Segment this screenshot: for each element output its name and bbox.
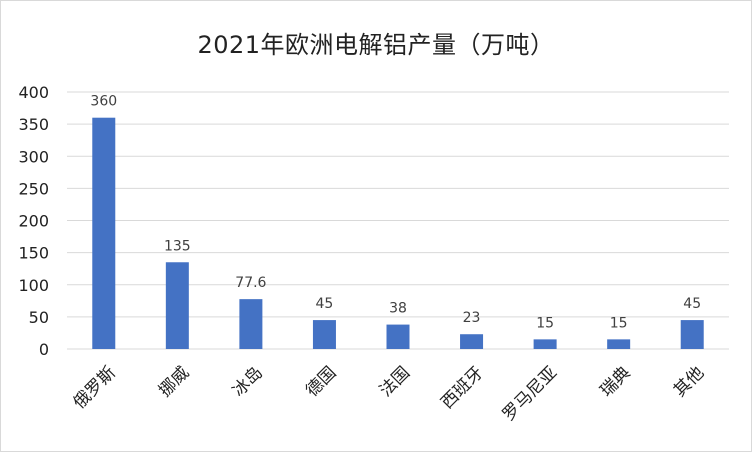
- x-tick-label: 德国: [302, 363, 340, 401]
- data-label: 135: [164, 238, 191, 254]
- y-tick-label: 0: [39, 340, 49, 359]
- bar: [680, 320, 704, 349]
- data-label: 45: [316, 296, 334, 312]
- bar: [312, 320, 336, 349]
- data-label: 77.6: [235, 275, 266, 291]
- y-tick-label: 200: [18, 212, 49, 231]
- bar: [607, 339, 631, 349]
- y-tick-label: 300: [18, 147, 49, 166]
- bars: [92, 117, 704, 349]
- x-tick-label: 俄罗斯: [70, 363, 120, 413]
- data-label: 38: [389, 301, 407, 317]
- y-tick-label: 400: [18, 83, 49, 102]
- x-tick-label: 法国: [376, 363, 414, 401]
- x-tick-label: 罗马尼亚: [499, 363, 561, 425]
- data-label: 23: [463, 310, 481, 326]
- bar: [386, 324, 410, 349]
- data-labels: 360 135 77.6 45 38 23 15 15 45: [90, 94, 701, 332]
- x-tick-label: 西班牙: [437, 363, 487, 413]
- y-tick-label: 250: [18, 179, 49, 198]
- x-tick-label: 挪威: [155, 363, 193, 401]
- bar: [92, 117, 116, 349]
- x-tick-label: 瑞典: [597, 363, 635, 401]
- data-label: 360: [90, 94, 117, 110]
- data-label: 15: [610, 315, 628, 331]
- chart-title: 2021年欧洲电解铝产量（万吨）: [197, 31, 555, 59]
- bar: [239, 299, 263, 349]
- y-tick-label: 150: [18, 244, 49, 263]
- y-axis-ticks: 0 50 100 150 200 250 300 350 400: [18, 83, 49, 359]
- data-label: 45: [683, 296, 701, 312]
- bar: [165, 262, 189, 349]
- bar: [460, 334, 484, 349]
- x-axis-ticks: 俄罗斯 挪威 冰岛 德国 法国 西班牙 罗马尼亚 瑞典 其他: [70, 363, 709, 425]
- y-tick-label: 350: [18, 115, 49, 134]
- x-tick-label: 其他: [670, 363, 708, 401]
- y-tick-label: 100: [18, 276, 49, 295]
- data-label: 15: [536, 315, 554, 331]
- x-tick-label: 冰岛: [229, 363, 267, 401]
- y-tick-label: 50: [29, 308, 49, 327]
- bar: [533, 339, 557, 349]
